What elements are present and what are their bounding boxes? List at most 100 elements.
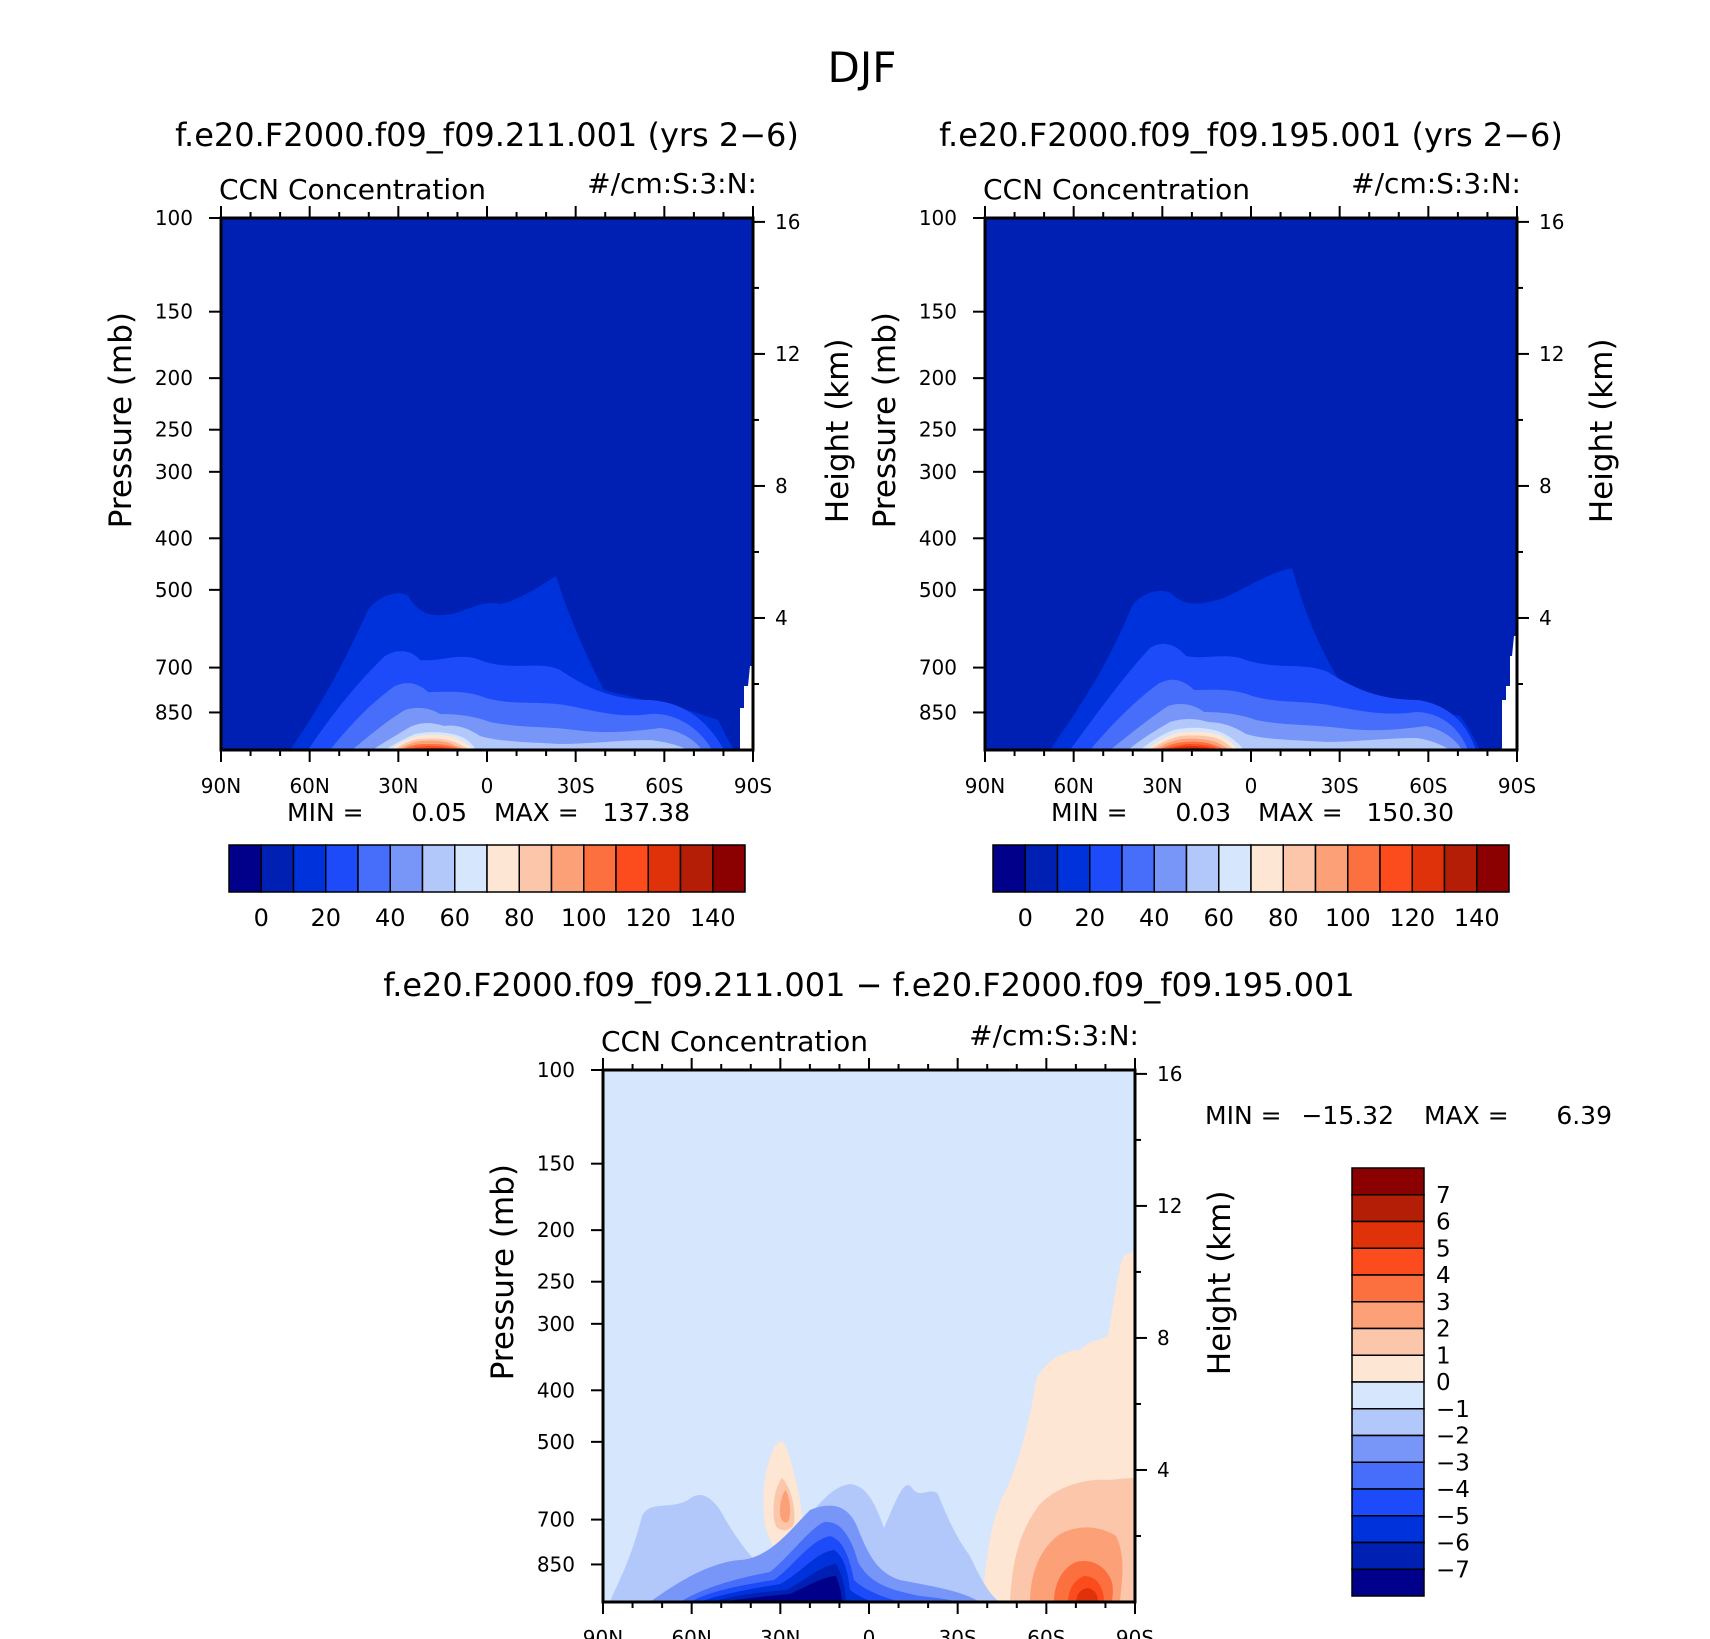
colorbar-label: 100 (1325, 904, 1371, 932)
height-tick-label: 16 (1539, 210, 1564, 234)
colorbar-label: 1 (1436, 1343, 1451, 1369)
colorbar-swatch (1024, 844, 1059, 893)
colorbar-label: 20 (310, 904, 341, 932)
x-tick-label: 90S (1498, 774, 1536, 798)
missing-data-region (1502, 636, 1517, 750)
x-tick-label: 60S (645, 774, 683, 798)
x-tick-label: 0 (481, 774, 494, 798)
colorbar-swatch (712, 844, 746, 893)
colorbar-label: −4 (1436, 1477, 1470, 1503)
colorbar-label: −2 (1436, 1424, 1470, 1450)
panel-bottom: f.e20.F2000.f09_f09.211.001 − f.e20.F200… (383, 966, 1612, 1639)
colorbar-swatch (1121, 844, 1155, 893)
x-tick-label: 90N (583, 1626, 623, 1639)
colorbar-swatch (1351, 1354, 1425, 1383)
variable-label: CCN Concentration (601, 1025, 868, 1058)
min-value: 0.03 (1175, 798, 1231, 827)
x-tick-label: 60N (671, 1626, 711, 1639)
height-tick-label: 12 (775, 342, 800, 366)
y-tick-label: 500 (919, 578, 957, 602)
colorbar-label: −1 (1436, 1397, 1470, 1423)
colorbar-swatch (228, 844, 262, 893)
colorbar-swatch (1351, 1301, 1425, 1330)
y-tick-label: 500 (537, 1430, 575, 1454)
colorbar-label: 80 (1268, 904, 1299, 932)
min-label: MIN = (1051, 798, 1128, 827)
missing-data-region (740, 666, 753, 750)
variable-label: CCN Concentration (983, 173, 1250, 206)
y-tick-label: 200 (537, 1218, 575, 1242)
colorbar-label: 120 (625, 904, 671, 932)
height-tick-label: 4 (1157, 1458, 1170, 1482)
colorbar-swatch (1351, 1327, 1425, 1356)
colorbar-label: 20 (1074, 904, 1105, 932)
colorbar-swatch (1411, 844, 1446, 893)
colorbar-swatch (1351, 1247, 1425, 1276)
max-value: 137.38 (603, 798, 690, 827)
colorbar-label: 0 (254, 904, 269, 932)
min-value: 0.05 (411, 798, 467, 827)
contour-level-5 (1076, 1588, 1098, 1602)
height-tick-label: 8 (1539, 474, 1552, 498)
x-tick-label: 60S (1409, 774, 1447, 798)
colorbar-swatch (389, 844, 424, 893)
colorbar-swatch (1185, 844, 1220, 893)
y-tick-label: 850 (537, 1552, 575, 1576)
y-tick-label: 300 (919, 460, 957, 484)
colorbar-swatch (1351, 1515, 1425, 1544)
colorbar-swatch (1351, 1408, 1425, 1437)
colorbar-label: −6 (1436, 1531, 1470, 1557)
colorbar-swatch (1351, 1568, 1425, 1597)
contour-level-minus-7 (724, 1576, 842, 1602)
y-axis-title-right: Height (km) (1584, 338, 1620, 523)
units-label: #/cm:S:3:N: (587, 167, 757, 200)
colorbar-label: 80 (504, 904, 535, 932)
colorbar-swatch (1351, 1541, 1425, 1570)
colorbar-label: 40 (1139, 904, 1170, 932)
height-tick-label: 16 (775, 210, 800, 234)
colorbar-label: 2 (1436, 1317, 1451, 1343)
colorbar-swatch (1351, 1274, 1425, 1303)
panel-title: f.e20.F2000.f09_f09.195.001 (yrs 2−6) (939, 116, 1563, 154)
colorbar-label: −7 (1436, 1557, 1470, 1583)
y-tick-label: 200 (919, 366, 957, 390)
colorbar-label: 100 (561, 904, 607, 932)
y-tick-label: 400 (537, 1378, 575, 1402)
x-tick-label: 60N (289, 774, 329, 798)
height-tick-label: 12 (1539, 342, 1564, 366)
colorbar-label: 7 (1436, 1183, 1451, 1209)
y-tick-label: 400 (155, 526, 193, 550)
colorbar-swatch (518, 844, 553, 893)
x-tick-label: 90N (965, 774, 1005, 798)
contour-level-2 (780, 1490, 791, 1523)
colorbar-swatch (1314, 844, 1349, 893)
colorbar-swatch (615, 844, 649, 893)
y-tick-label: 250 (537, 1270, 575, 1294)
colorbar-label: 60 (1203, 904, 1234, 932)
colorbar-swatch (1282, 844, 1317, 893)
max-label: MAX = (1258, 798, 1343, 827)
x-tick-label: 30S (1321, 774, 1359, 798)
height-tick-label: 16 (1157, 1062, 1182, 1086)
height-tick-label: 4 (775, 606, 788, 630)
colorbar-swatch (454, 844, 488, 893)
min-value: −15.32 (1301, 1101, 1394, 1130)
height-tick-label: 8 (1157, 1326, 1170, 1350)
y-tick-label: 300 (155, 460, 193, 484)
y-tick-label: 850 (155, 700, 193, 724)
colorbar-swatch (550, 844, 585, 893)
colorbar-label: 140 (1454, 904, 1500, 932)
y-tick-label: 250 (155, 418, 193, 442)
colorbar-swatch (1351, 1381, 1425, 1410)
panel-title: f.e20.F2000.f09_f09.211.001 − f.e20.F200… (383, 966, 1355, 1004)
y-axis-title-right: Height (km) (820, 338, 856, 523)
y-axis-title: Pressure (mb) (867, 312, 903, 528)
y-axis-title: Pressure (mb) (103, 312, 139, 528)
x-tick-label: 30N (1142, 774, 1182, 798)
colorbar-swatch (325, 844, 359, 893)
colorbar-label: 60 (439, 904, 470, 932)
y-tick-label: 100 (155, 206, 193, 230)
colorbar-swatch (583, 844, 617, 893)
colorbar-label: 0 (1436, 1370, 1451, 1396)
